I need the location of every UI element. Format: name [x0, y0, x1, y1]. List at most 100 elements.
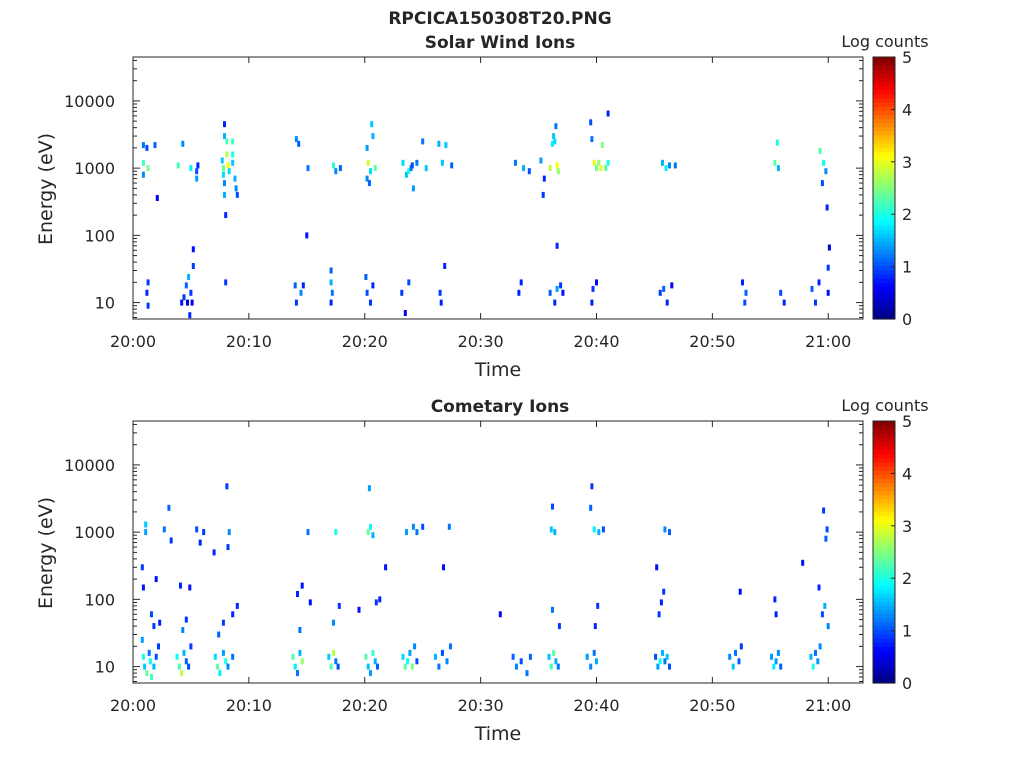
colorbar-segment — [873, 502, 895, 508]
heatmap-cell — [774, 658, 778, 665]
heatmap-cell — [180, 670, 184, 677]
heatmap-cell — [294, 136, 298, 143]
heatmap-cell — [366, 529, 370, 536]
heatmap-cell — [655, 564, 659, 571]
heatmap-cell — [599, 165, 603, 172]
heatmap-cell — [779, 289, 783, 296]
colorbar-segment — [873, 605, 895, 610]
colorbar-segment — [873, 429, 895, 434]
colorbar-segment — [873, 269, 895, 275]
heatmap-cell — [424, 165, 428, 172]
heatmap-cell — [737, 658, 741, 665]
heatmap-cell — [384, 564, 388, 571]
colorbar-segment — [873, 584, 895, 590]
colorbar-segment — [873, 110, 895, 115]
heatmap-cell — [218, 670, 222, 677]
heatmap-cell — [822, 159, 826, 166]
heatmap-cell — [449, 643, 452, 650]
colorbar-segment — [873, 237, 895, 242]
heatmap-cell — [437, 140, 441, 147]
colorbar-segment — [873, 478, 895, 483]
colorbar-label: Log counts — [841, 396, 928, 415]
colorbar-segment — [873, 658, 895, 664]
heatmap-cell — [371, 133, 375, 140]
heatmap-cell — [438, 289, 442, 296]
heatmap-cell — [731, 663, 735, 670]
heatmap-cell — [329, 279, 333, 286]
colorbar-label: Log counts — [841, 32, 928, 51]
y-axis: 10 100 1000 10000 — [64, 423, 863, 683]
heatmap-cell — [338, 165, 342, 172]
heatmap-cell — [195, 526, 199, 533]
heatmap-cell — [447, 523, 451, 530]
colorbar-segment — [873, 674, 895, 680]
colorbar-segment — [873, 314, 895, 320]
colorbar-segment — [873, 216, 895, 222]
heatmap-cell — [513, 159, 517, 166]
colorbar-segment — [873, 245, 895, 250]
heatmap-cell — [227, 168, 231, 175]
colorbar-segment — [873, 621, 895, 627]
colorbar-segment — [873, 220, 895, 226]
heatmap-cell — [150, 611, 153, 618]
heatmap-cell — [308, 599, 312, 606]
heatmap-cell — [225, 483, 229, 490]
colorbar-segment — [873, 556, 895, 561]
heatmap-cell — [556, 168, 560, 175]
heatmap-cell — [663, 658, 667, 665]
colorbar-tick-label: 2 — [902, 205, 912, 224]
heatmap-cell — [551, 140, 554, 147]
heatmap-cell — [176, 162, 180, 169]
colorbar-segment — [873, 261, 895, 267]
heatmap-cell — [223, 121, 226, 128]
colorbar-tick-label: 5 — [902, 412, 912, 431]
heatmap-cell — [293, 663, 297, 670]
heatmap-cell — [231, 159, 235, 166]
heatmap-cell — [188, 584, 192, 591]
colorbar: 0 1 2 3 4 5 — [872, 412, 912, 693]
heatmap-cell — [825, 204, 829, 211]
heatmap-cell — [559, 282, 563, 289]
heatmap-cell — [744, 289, 748, 296]
y-tick-label: 100 — [84, 226, 115, 245]
heatmap-cell — [141, 159, 145, 166]
heatmap-cell — [143, 663, 147, 670]
heatmap-cell — [553, 529, 557, 536]
colorbar-segment — [873, 449, 895, 455]
heatmap-cell — [153, 142, 157, 149]
colorbar: 0 1 2 3 4 5 — [872, 48, 912, 329]
heatmap-cell — [141, 171, 145, 178]
heatmap-cell — [590, 299, 594, 306]
heatmap-cell — [330, 289, 334, 296]
heatmap-cell — [814, 649, 817, 656]
heatmap-cell — [189, 643, 193, 650]
heatmap-cell — [814, 299, 817, 306]
heatmap-cell — [181, 140, 185, 147]
colorbar-tick-label: 4 — [902, 464, 912, 483]
colorbar-segment — [873, 102, 895, 107]
colorbar-segment — [873, 73, 895, 79]
heatmap-cell — [221, 171, 225, 178]
heatmap-cell — [140, 564, 144, 571]
colorbar-tick-label: 5 — [902, 48, 912, 67]
y-tick-label: 1000 — [74, 523, 115, 542]
x-tick-label: 20:00 — [110, 332, 156, 351]
heatmap-cell — [662, 588, 666, 595]
heatmap-cell — [525, 670, 529, 677]
heatmap-cell — [157, 643, 160, 650]
colorbar-frame — [872, 56, 896, 320]
colorbar-segment — [873, 69, 895, 74]
heatmap-cell — [152, 663, 156, 670]
figure-title: RPCICA150308T20.PNG — [388, 9, 611, 29]
colorbar-segment — [873, 171, 895, 177]
heatmap-cell — [654, 653, 658, 660]
heatmap-cell — [147, 649, 151, 656]
heatmap-cell — [553, 138, 557, 145]
heatmap-cell — [213, 653, 217, 660]
colorbar-segment — [873, 629, 895, 635]
heatmap-cell — [373, 658, 377, 665]
colorbar-segment — [873, 147, 895, 152]
heatmap-cell — [378, 596, 382, 603]
colorbar-segment — [873, 89, 895, 95]
